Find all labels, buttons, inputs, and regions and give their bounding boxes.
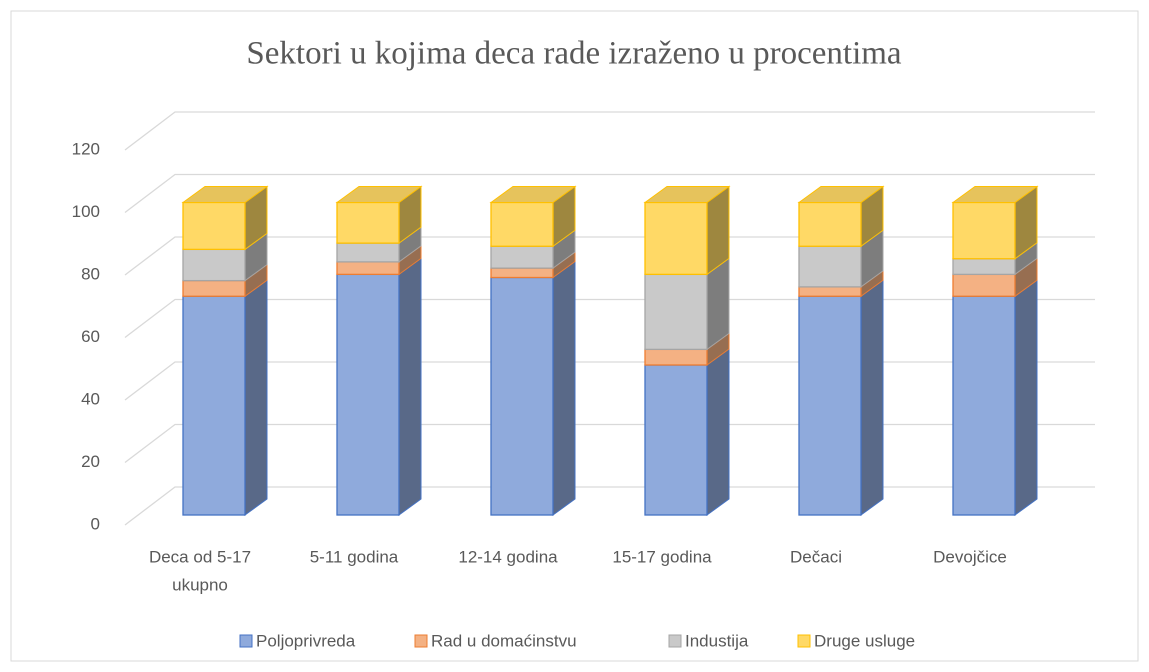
bar-top [181,186,269,203]
bar-top [489,186,577,203]
legend-swatch [797,634,811,648]
bar [798,245,862,288]
bar [336,273,400,516]
bar [490,276,554,516]
x-tick-label: Dečaci [790,547,842,566]
bar [644,201,708,276]
x-tick-label: ukupno [172,575,228,594]
bar [490,245,554,269]
x-tick-label: 12-14 godina [458,547,558,566]
grid-line [124,298,1095,339]
bar-top [951,186,1039,203]
bar [490,201,554,247]
legend-label: Druge usluge [814,631,915,650]
grid-line [124,423,1095,464]
grid-line [124,111,1095,151]
y-tick-label: 100 [72,202,100,221]
x-tick-label: 15-17 godina [612,547,712,566]
legend-label: Industija [685,631,749,650]
bar [644,364,708,516]
y-tick-label: 60 [81,327,100,346]
grid-line [124,236,1095,276]
bar [336,242,400,263]
bar [336,201,400,244]
bar [952,273,1016,297]
y-tick-label: 20 [81,452,100,471]
bar [644,348,708,366]
grid-line [124,173,1095,214]
legend-label: Poljoprivreda [256,631,356,650]
bar [182,248,246,282]
bar [644,273,708,351]
bar-side [244,279,268,516]
bar [490,267,554,279]
bar-side [860,279,884,516]
bar-top [335,186,423,203]
grid-line [124,486,1095,526]
legend-swatch [414,634,428,648]
bar [182,295,246,516]
x-tick-label: Deca od 5-17 [149,547,251,566]
y-tick-label: 80 [81,264,100,283]
y-tick-label: 40 [81,389,100,408]
bar [798,295,862,516]
bar [798,286,862,297]
x-tick-label: Devojčice [933,547,1007,566]
bar-side [706,348,730,516]
chart-title: Sektori u kojima deca rade izraženo u pr… [246,36,901,72]
bar-top [643,186,731,203]
y-tick-label: 0 [91,514,100,533]
legend-swatch [239,634,253,648]
bar-top [797,186,885,203]
bar-side [552,260,576,516]
x-tick-label: 5-11 godina [310,547,399,566]
bar [952,258,1016,276]
bar [336,261,400,276]
grid-line [124,361,1095,401]
legend-label: Rad u domaćinstvu [431,631,577,650]
bar-side [398,257,422,516]
y-tick-label: 120 [72,139,100,158]
bar [182,201,246,251]
bar [798,201,862,247]
bar [182,279,246,297]
bar [952,201,1016,260]
bar-side [1014,279,1038,516]
bar [952,295,1016,516]
legend-swatch [668,634,682,648]
